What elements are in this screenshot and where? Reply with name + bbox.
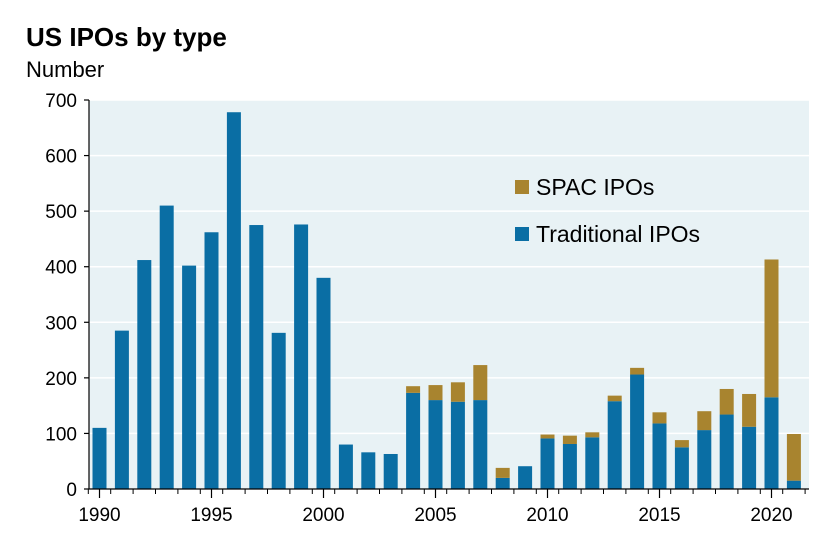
bar-traditional-2012 — [585, 437, 600, 489]
bar-traditional-1991 — [114, 330, 129, 489]
bar-traditional-2004 — [406, 392, 421, 489]
bar-spac-2021 — [786, 433, 801, 481]
bar-spac-2019 — [742, 393, 757, 427]
y-axis: 0 100 200 300 400 500 600 700 — [45, 91, 90, 501]
bar-traditional-1998 — [271, 332, 286, 489]
y-tick-label: 300 — [45, 313, 77, 334]
x-tick-label: 2015 — [638, 505, 680, 526]
bar-traditional-2001 — [338, 444, 353, 489]
bar-traditional-2016 — [674, 447, 689, 489]
bar-spac-2020 — [764, 259, 779, 398]
x-tick-label: 2020 — [750, 505, 792, 526]
legend-swatch-spac — [515, 180, 529, 194]
bar-traditional-2000 — [316, 277, 331, 489]
legend-swatch-traditional — [515, 227, 529, 241]
bar-spac-2006 — [450, 382, 465, 402]
bar-spac-2015 — [652, 412, 667, 424]
bar-traditional-1990 — [92, 427, 107, 489]
y-tick-label: 200 — [45, 369, 77, 390]
bar-traditional-2010 — [540, 438, 555, 489]
bar-spac-2007 — [473, 365, 488, 401]
chart-subtitle: Number — [26, 57, 105, 82]
bar-spac-2011 — [562, 435, 577, 444]
bar-traditional-2008 — [495, 477, 510, 489]
bar-traditional-1995 — [204, 232, 219, 489]
y-tick-label: 100 — [45, 424, 77, 445]
bar-traditional-2002 — [361, 452, 376, 489]
bar-traditional-2003 — [383, 453, 398, 489]
y-tick-label: 600 — [45, 147, 77, 168]
bar-traditional-1999 — [294, 224, 309, 490]
bar-traditional-2018 — [719, 414, 734, 489]
bar-traditional-2011 — [562, 443, 577, 489]
x-tick-label: 1995 — [190, 505, 232, 526]
bar-traditional-1993 — [159, 205, 174, 490]
bar-traditional-2007 — [473, 400, 488, 489]
bar-traditional-2015 — [652, 423, 667, 489]
bar-traditional-1997 — [249, 225, 264, 490]
bar-spac-2010 — [540, 434, 555, 439]
bar-traditional-1994 — [182, 265, 197, 489]
bar-spac-2013 — [607, 395, 622, 402]
bar-traditional-1996 — [226, 112, 241, 490]
bar-traditional-2006 — [450, 401, 465, 489]
x-tick-label: 2010 — [526, 505, 568, 526]
x-tick-label: 2005 — [414, 505, 456, 526]
bar-traditional-2020 — [764, 397, 779, 489]
y-tick-label: 700 — [45, 91, 77, 112]
bar-spac-2012 — [585, 432, 600, 438]
bar-traditional-2013 — [607, 401, 622, 489]
bar-spac-2014 — [630, 367, 645, 375]
y-tick-label: 500 — [45, 202, 77, 223]
legend-label-spac: SPAC IPOs — [536, 174, 654, 200]
bar-spac-2017 — [697, 411, 712, 431]
legend-label-traditional: Traditional IPOs — [536, 221, 700, 247]
bar-spac-2016 — [674, 440, 689, 448]
x-axis: 1990 1995 2000 2005 2010 2015 2020 — [78, 488, 809, 526]
bars — [92, 112, 801, 490]
bar-spac-2004 — [406, 386, 421, 393]
bar-spac-2018 — [719, 388, 734, 415]
bar-traditional-2014 — [630, 374, 645, 489]
bar-traditional-2017 — [697, 430, 712, 489]
bar-spac-2008 — [495, 467, 510, 478]
legend: SPAC IPOs Traditional IPOs — [515, 174, 700, 247]
bar-traditional-2005 — [428, 400, 443, 489]
bar-spac-2005 — [428, 385, 443, 401]
bar-traditional-2021 — [786, 480, 801, 489]
y-tick-label: 400 — [45, 258, 77, 279]
bar-traditional-1992 — [137, 260, 152, 489]
bar-traditional-2019 — [742, 426, 757, 489]
y-tick-label: 0 — [66, 480, 77, 501]
chart-title: US IPOs by type — [26, 22, 227, 52]
bar-traditional-2009 — [518, 466, 533, 489]
x-tick-label: 1990 — [78, 505, 120, 526]
x-tick-label: 2000 — [302, 505, 344, 526]
